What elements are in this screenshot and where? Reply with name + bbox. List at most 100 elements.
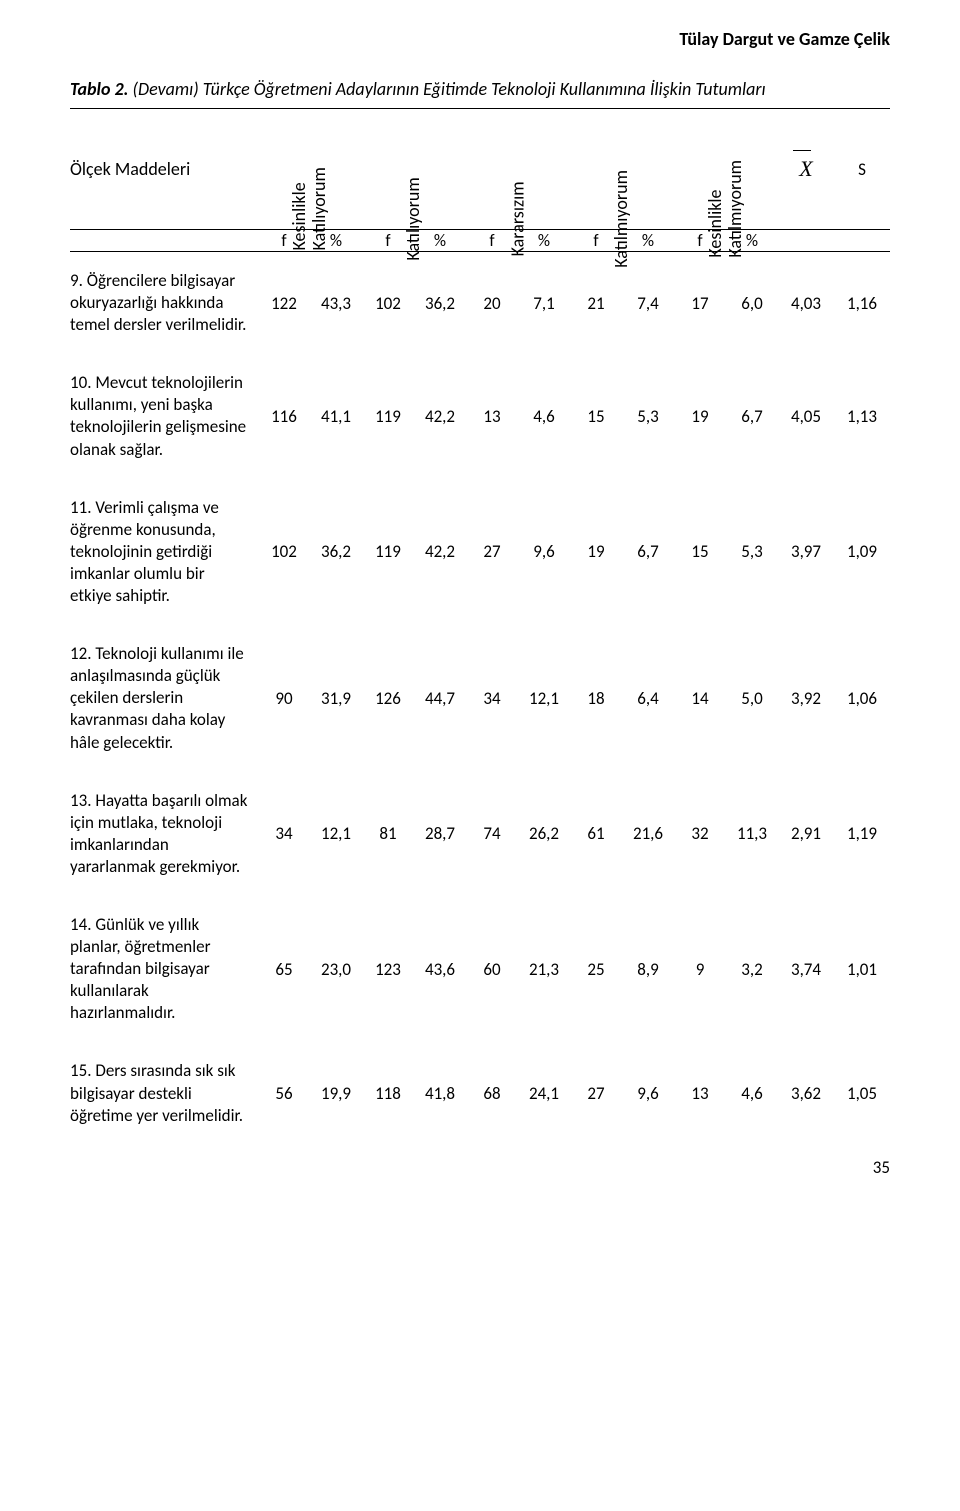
cell-value: 1,06 xyxy=(834,625,890,771)
cell-value: 5,3 xyxy=(622,354,674,478)
cell-value: 1,01 xyxy=(834,896,890,1042)
col-header-kararsizim: Kararsızım xyxy=(508,182,528,257)
col-header-sd: S xyxy=(834,109,890,230)
cell-value: 6,7 xyxy=(726,354,778,478)
cell-value: 42,2 xyxy=(414,479,466,625)
cell-value: 6,7 xyxy=(622,479,674,625)
cell-value: 4,6 xyxy=(518,354,570,478)
item-text: 14. Günlük ve yıllık planlar, öğretmenle… xyxy=(70,896,258,1042)
cell-value: 1,19 xyxy=(834,772,890,896)
cell-value: 68 xyxy=(466,1042,518,1144)
cell-value: 9 xyxy=(674,896,726,1042)
cell-value: 3,92 xyxy=(778,625,834,771)
cell-value: 102 xyxy=(362,252,414,355)
caption-prefix: Tablo 2. xyxy=(70,78,128,100)
cell-value: 17 xyxy=(674,252,726,355)
cell-value: 19,9 xyxy=(310,1042,362,1144)
cell-value: 27 xyxy=(570,1042,622,1144)
cell-value: 6,4 xyxy=(622,625,674,771)
cell-value: 15 xyxy=(674,479,726,625)
cell-value: 5,3 xyxy=(726,479,778,625)
cell-value: 102 xyxy=(258,479,310,625)
cell-value: 24,1 xyxy=(518,1042,570,1144)
cell-value: 12,1 xyxy=(310,772,362,896)
cell-value: 21,6 xyxy=(622,772,674,896)
cell-value: 23,0 xyxy=(310,896,362,1042)
table-row: 11. Verimli çalışma ve öğrenme konusunda… xyxy=(70,479,890,625)
cell-value: 34 xyxy=(466,625,518,771)
cell-value: 5,0 xyxy=(726,625,778,771)
table-row: 13. Hayatta başarılı olmak için mutlaka,… xyxy=(70,772,890,896)
scale-items-header: Ölçek Maddeleri xyxy=(70,109,258,230)
cell-value: 9,6 xyxy=(622,1042,674,1144)
item-text: 10. Mevcut teknolojilerin kullanımı, yen… xyxy=(70,354,258,478)
cell-value: 44,7 xyxy=(414,625,466,771)
cell-value: 18 xyxy=(570,625,622,771)
cell-value: 61 xyxy=(570,772,622,896)
cell-value: 1,16 xyxy=(834,252,890,355)
cell-value: 14 xyxy=(674,625,726,771)
cell-value: 32 xyxy=(674,772,726,896)
cell-value: 3,97 xyxy=(778,479,834,625)
cell-value: 13 xyxy=(674,1042,726,1144)
page-number: 35 xyxy=(70,1157,890,1178)
cell-value: 4,6 xyxy=(726,1042,778,1144)
cell-value: 11,3 xyxy=(726,772,778,896)
cell-value: 13 xyxy=(466,354,518,478)
cell-value: 126 xyxy=(362,625,414,771)
cell-value: 36,2 xyxy=(414,252,466,355)
cell-value: 74 xyxy=(466,772,518,896)
cell-value: 27 xyxy=(466,479,518,625)
data-table: Ölçek Maddeleri Kesinlikle Katılıyorum K… xyxy=(70,108,890,1145)
cell-value: 90 xyxy=(258,625,310,771)
cell-value: 4,05 xyxy=(778,354,834,478)
cell-value: 26,2 xyxy=(518,772,570,896)
cell-value: 1,13 xyxy=(834,354,890,478)
table-row: 9. Öğrencilere bilgisayar okuryazarlığı … xyxy=(70,252,890,355)
col-header-kesinlikle-katiliyorum: Kesinlikle Katılıyorum xyxy=(290,168,330,251)
cell-value: 60 xyxy=(466,896,518,1042)
item-text: 15. Ders sırasında sık sık bilgisayar de… xyxy=(70,1042,258,1144)
col-header-mean: X xyxy=(799,156,812,182)
cell-value: 12,1 xyxy=(518,625,570,771)
cell-value: 56 xyxy=(258,1042,310,1144)
table-row: 14. Günlük ve yıllık planlar, öğretmenle… xyxy=(70,896,890,1042)
table-row: 10. Mevcut teknolojilerin kullanımı, yen… xyxy=(70,354,890,478)
cell-value: 119 xyxy=(362,354,414,478)
cell-value: 42,2 xyxy=(414,354,466,478)
cell-value: 119 xyxy=(362,479,414,625)
table-row: 15. Ders sırasında sık sık bilgisayar de… xyxy=(70,1042,890,1144)
cell-value: 118 xyxy=(362,1042,414,1144)
cell-value: 123 xyxy=(362,896,414,1042)
cell-value: 43,3 xyxy=(310,252,362,355)
cell-value: 9,6 xyxy=(518,479,570,625)
cell-value: 3,2 xyxy=(726,896,778,1042)
cell-value: 116 xyxy=(258,354,310,478)
cell-value: 3,62 xyxy=(778,1042,834,1144)
table-row: 12. Teknoloji kullanımı ile anlaşılmasın… xyxy=(70,625,890,771)
cell-value: 2,91 xyxy=(778,772,834,896)
cell-value: 1,09 xyxy=(834,479,890,625)
cell-value: 4,03 xyxy=(778,252,834,355)
cell-value: 21,3 xyxy=(518,896,570,1042)
cell-value: 19 xyxy=(570,479,622,625)
item-text: 12. Teknoloji kullanımı ile anlaşılmasın… xyxy=(70,625,258,771)
item-text: 13. Hayatta başarılı olmak için mutlaka,… xyxy=(70,772,258,896)
cell-value: 41,8 xyxy=(414,1042,466,1144)
caption-rest: (Devamı) Türkçe Öğretmeni Adaylarının Eğ… xyxy=(128,78,765,100)
table-caption: Tablo 2. (Devamı) Türkçe Öğretmeni Adayl… xyxy=(70,78,890,100)
cell-value: 19 xyxy=(674,354,726,478)
item-text: 11. Verimli çalışma ve öğrenme konusunda… xyxy=(70,479,258,625)
cell-value: 34 xyxy=(258,772,310,896)
cell-value: 7,1 xyxy=(518,252,570,355)
cell-value: 20 xyxy=(466,252,518,355)
cell-value: 3,74 xyxy=(778,896,834,1042)
col-header-katiliyorum: Katılıyorum xyxy=(404,177,424,260)
cell-value: 6,0 xyxy=(726,252,778,355)
cell-value: 28,7 xyxy=(414,772,466,896)
cell-value: 122 xyxy=(258,252,310,355)
authors-line: Tülay Dargut ve Gamze Çelik xyxy=(70,28,890,50)
cell-value: 1,05 xyxy=(834,1042,890,1144)
cell-value: 65 xyxy=(258,896,310,1042)
cell-value: 8,9 xyxy=(622,896,674,1042)
